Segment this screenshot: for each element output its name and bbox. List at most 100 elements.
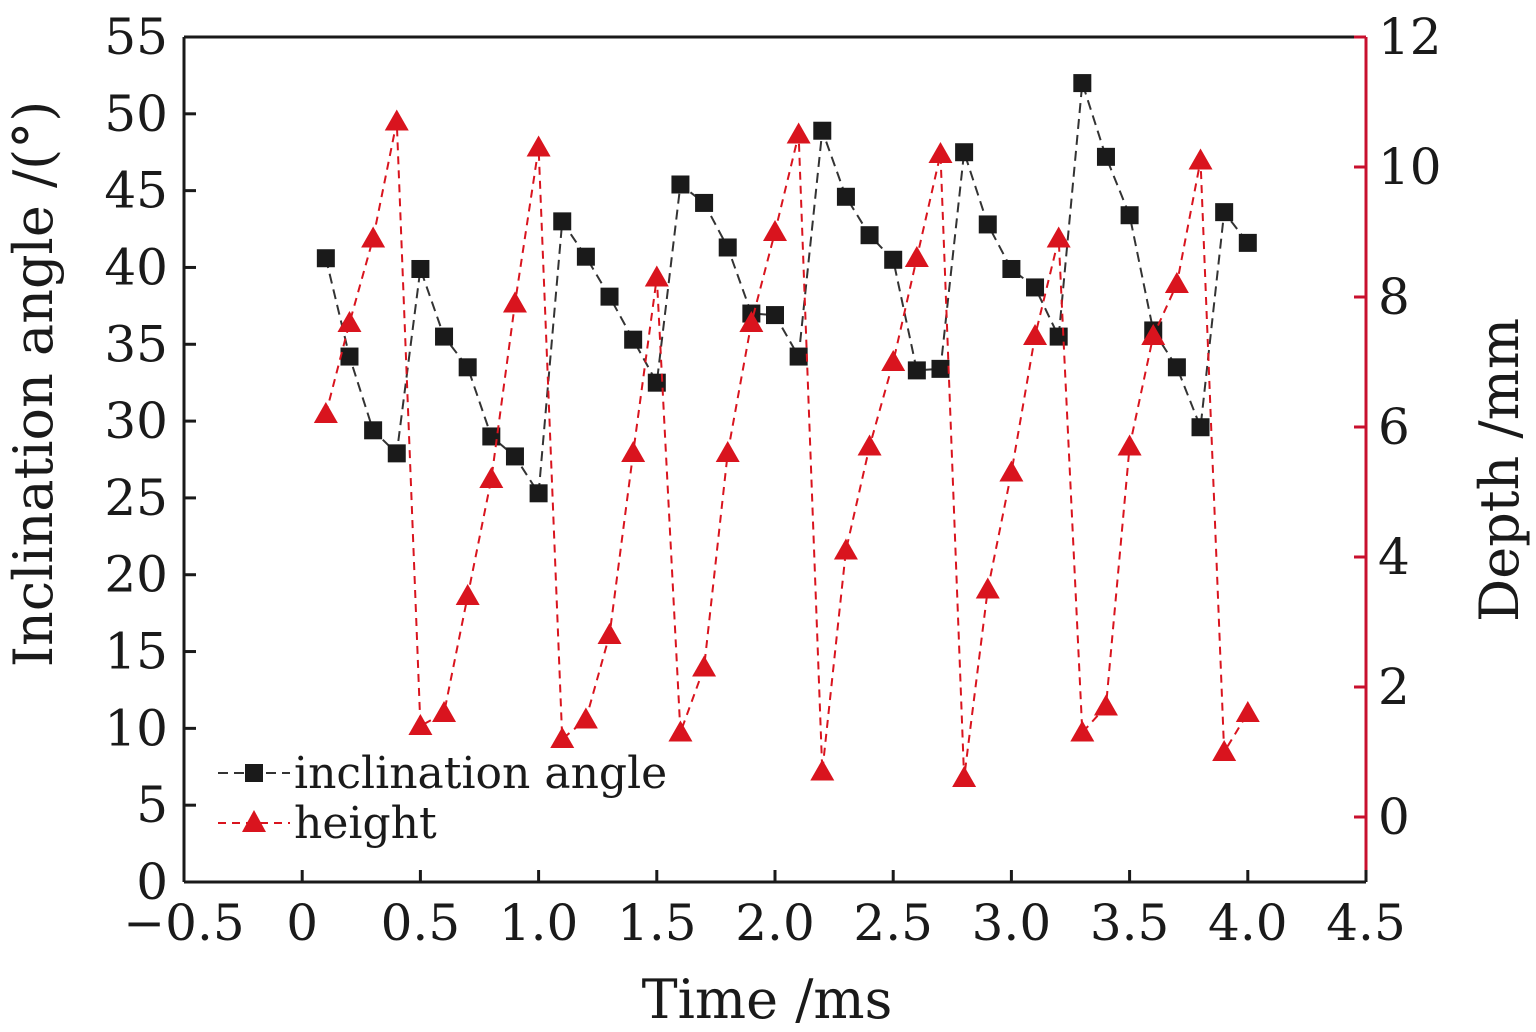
angle-point	[340, 347, 359, 366]
angle-point	[600, 287, 619, 306]
height-point	[1093, 694, 1118, 716]
x-tick-label: 2.0	[735, 894, 815, 952]
height-point	[1117, 434, 1142, 456]
height-point	[479, 467, 504, 488]
height-point	[502, 291, 527, 313]
height-point	[975, 577, 1000, 599]
angle-point	[860, 226, 879, 245]
legend-angle-label: inclination angle	[294, 748, 667, 799]
y-right-tick-label: 6	[1378, 398, 1410, 456]
angle-series-line	[324, 82, 1249, 497]
height-point	[384, 109, 409, 131]
height-point	[857, 434, 882, 456]
height-point	[715, 441, 740, 462]
x-tick-label: 0.5	[381, 894, 461, 952]
height-point	[1188, 148, 1213, 170]
height-point	[573, 707, 598, 729]
height-point	[668, 720, 693, 742]
x-tick-label: 2.5	[853, 894, 933, 952]
height-point	[833, 538, 858, 560]
angle-point	[1073, 74, 1092, 93]
y-left-tick-label: 15	[104, 623, 168, 681]
legend-height-label: height	[294, 798, 437, 849]
y-left-tick-label: 0	[136, 853, 168, 911]
angle-point	[1049, 327, 1068, 346]
series-layer	[313, 74, 1260, 787]
angle-point	[813, 121, 832, 140]
x-axis-title: Time /ms	[642, 968, 893, 1031]
y-right-tick-label: 10	[1378, 138, 1442, 196]
height-point	[644, 265, 669, 287]
legend: inclination angle height	[218, 748, 667, 849]
y-left-tick-label: 55	[104, 8, 168, 66]
angle-point	[435, 327, 454, 346]
height-point	[1023, 324, 1048, 345]
angle-point	[364, 421, 383, 440]
height-point	[881, 350, 906, 371]
x-tick-label: 4.5	[1326, 894, 1406, 952]
angle-point	[789, 347, 808, 366]
height-point	[361, 226, 386, 248]
angle-point	[718, 238, 737, 257]
angle-point	[907, 361, 926, 380]
height-point	[739, 311, 764, 332]
height-point	[550, 727, 575, 748]
y-right-tick-label: 2	[1378, 658, 1410, 716]
y-left-tick-label: 5	[136, 776, 168, 834]
angle-point	[387, 444, 406, 463]
angle-point	[1191, 418, 1210, 437]
y-right-tick-label: 0	[1378, 788, 1410, 846]
angle-point	[316, 249, 335, 268]
height-point	[1070, 720, 1095, 742]
y-right-axis-title: Depth /mm	[1468, 318, 1531, 622]
height-point	[786, 122, 811, 144]
height-point	[763, 220, 787, 241]
angle-point	[955, 143, 974, 162]
height-point	[1141, 324, 1166, 345]
height-point	[999, 460, 1024, 482]
height-point	[455, 584, 480, 605]
height-point	[904, 246, 929, 267]
angle-point	[1096, 147, 1115, 166]
y-left-axis-title: Inclination angle /(°)	[2, 101, 65, 668]
angle-point	[836, 187, 855, 206]
x-tick-label: 3.0	[972, 894, 1052, 952]
legend-angle-marker	[245, 764, 263, 782]
angle-point	[1026, 278, 1045, 297]
y-left-tick-label: 10	[104, 699, 168, 757]
x-tick-label: 4.0	[1208, 894, 1288, 952]
x-tick-label: 1.0	[499, 894, 579, 952]
angle-point	[766, 306, 784, 325]
height-point	[1235, 701, 1260, 722]
angle-point	[1167, 358, 1186, 377]
angle-point	[411, 259, 430, 278]
ticks-layer: −0.5 0 0.5 1.0 1.5 2.0 2.5 3.0 3.5 4.0 4.505101520…	[104, 8, 1441, 952]
angle-point	[978, 215, 997, 234]
height-point	[432, 701, 457, 722]
angle-point	[529, 484, 548, 503]
y-left-tick-label: 30	[104, 392, 168, 450]
angle-point	[931, 359, 950, 378]
y-right-tick-label: 12	[1378, 8, 1442, 66]
legend-height-marker	[242, 810, 266, 832]
height-point	[1212, 740, 1237, 761]
x-tick-label: 0	[286, 894, 318, 952]
y-left-tick-label: 35	[104, 315, 168, 373]
height-series-line	[324, 121, 1249, 779]
height-point	[1164, 272, 1189, 293]
height-point	[337, 311, 362, 332]
angle-point	[1120, 206, 1139, 225]
angle-point	[884, 250, 903, 269]
y-left-tick-label: 25	[104, 469, 168, 527]
height-point	[621, 441, 646, 462]
y-right-tick-label: 4	[1378, 528, 1410, 586]
height-point	[952, 766, 977, 787]
height-point	[597, 623, 622, 644]
angle-point	[624, 330, 643, 349]
height-point	[692, 655, 717, 677]
height-point	[313, 402, 338, 423]
y-right-tick-label: 8	[1378, 268, 1410, 326]
angle-point	[695, 193, 714, 212]
y-left-tick-label: 40	[104, 238, 168, 296]
